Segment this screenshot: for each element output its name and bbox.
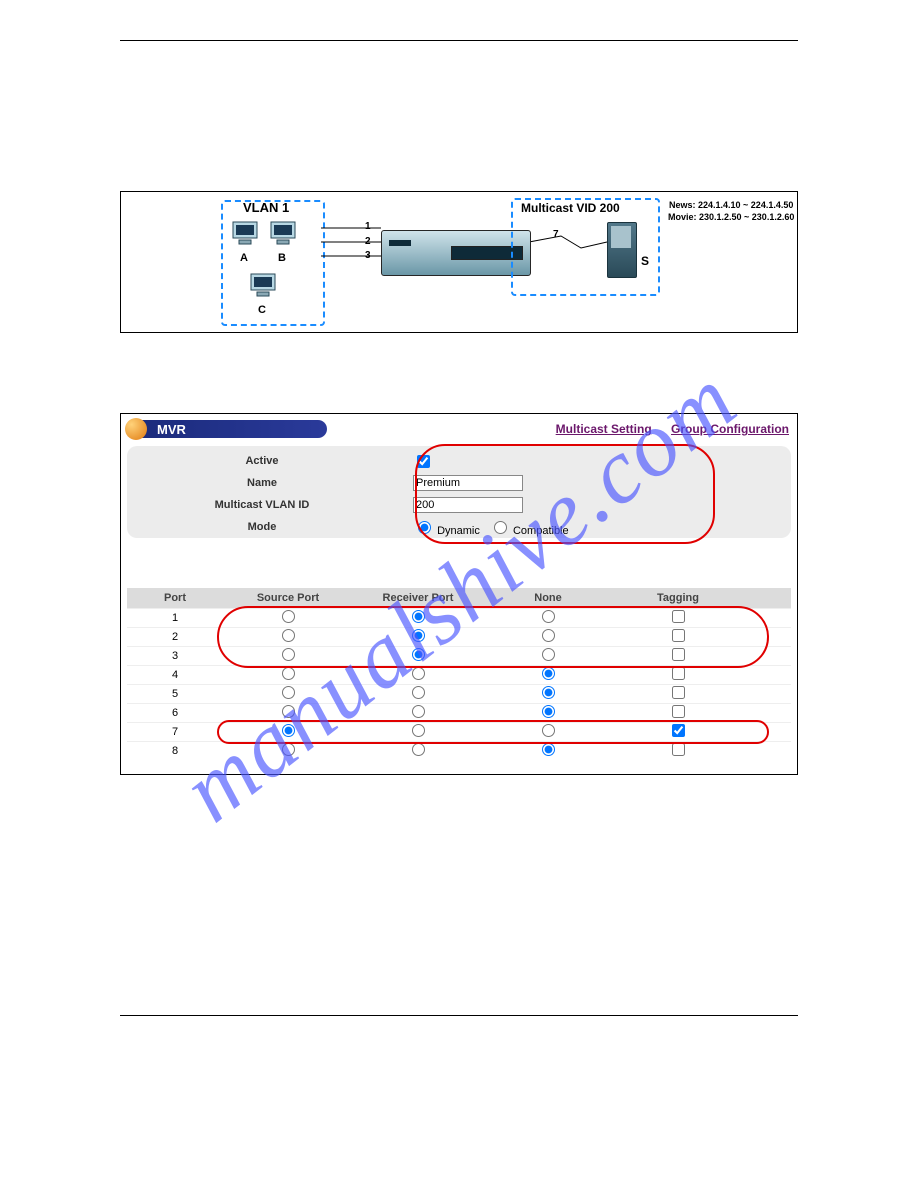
table-row: 1	[127, 608, 791, 627]
none-radio[interactable]	[542, 648, 555, 661]
receiver-port-radio[interactable]	[412, 667, 425, 680]
table-row: 2	[127, 627, 791, 646]
tagging-checkbox[interactable]	[672, 743, 685, 756]
table-row: 7	[127, 722, 791, 741]
mvr-panel: MVR Multicast Setting Group Configuratio…	[120, 413, 798, 775]
port-table: Port Source Port Receiver Port None Tagg…	[127, 588, 791, 760]
source-port-radio[interactable]	[282, 686, 295, 699]
host-b-label: B	[278, 252, 286, 264]
source-port-radio[interactable]	[282, 705, 295, 718]
none-radio[interactable]	[542, 610, 555, 623]
multicast-setting-link[interactable]: Multicast Setting	[556, 422, 652, 436]
port-number: 2	[127, 631, 223, 643]
vlan1-label: VLAN 1	[243, 200, 289, 215]
mode-dynamic-option[interactable]: Dynamic	[413, 525, 480, 537]
col-receiver: Receiver Port	[353, 592, 483, 604]
receiver-port-radio[interactable]	[412, 724, 425, 737]
source-port-radio[interactable]	[282, 743, 295, 756]
vlanid-label: Multicast VLAN ID	[127, 499, 397, 511]
mvr-orb-icon	[125, 418, 147, 440]
source-port-radio[interactable]	[282, 648, 295, 661]
receiver-port-radio[interactable]	[412, 629, 425, 642]
vlanid-input[interactable]	[413, 497, 523, 513]
host-a-label: A	[240, 252, 248, 264]
switch-slot2	[389, 240, 411, 246]
tagging-checkbox[interactable]	[672, 648, 685, 661]
mode-compatible-option[interactable]: Compatible	[489, 525, 569, 537]
movie-range-label: Movie: 230.1.2.50 ~ 230.1.2.60	[668, 212, 794, 222]
none-radio[interactable]	[542, 629, 555, 642]
tagging-checkbox[interactable]	[672, 705, 685, 718]
mode-label: Mode	[127, 521, 397, 533]
table-row: 6	[127, 703, 791, 722]
top-divider	[120, 40, 798, 41]
port-number: 3	[127, 650, 223, 662]
col-none: None	[483, 592, 613, 604]
col-port: Port	[127, 592, 223, 604]
none-radio[interactable]	[542, 743, 555, 756]
table-row: 8	[127, 741, 791, 760]
mvr-links: Multicast Setting Group Configuration	[540, 422, 789, 436]
news-range-label: News: 224.1.4.10 ~ 224.1.4.50	[669, 200, 793, 210]
none-radio[interactable]	[542, 686, 555, 699]
port-3-label: 3	[365, 250, 371, 261]
mode-compatible-text: Compatible	[513, 525, 569, 537]
host-c-label: C	[258, 304, 266, 316]
server-face	[611, 226, 631, 248]
mode-compatible-radio[interactable]	[494, 521, 507, 534]
port-1-label: 1	[365, 221, 371, 232]
col-source: Source Port	[223, 592, 353, 604]
tagging-checkbox[interactable]	[672, 667, 685, 680]
mvr-titlebar: MVR	[127, 420, 327, 438]
server-label: S	[641, 254, 649, 268]
receiver-port-radio[interactable]	[412, 743, 425, 756]
port-number: 6	[127, 707, 223, 719]
none-radio[interactable]	[542, 705, 555, 718]
source-port-radio[interactable]	[282, 724, 295, 737]
receiver-port-radio[interactable]	[412, 648, 425, 661]
port-number: 1	[127, 612, 223, 624]
source-port-radio[interactable]	[282, 629, 295, 642]
tagging-checkbox[interactable]	[672, 686, 685, 699]
port-2-label: 2	[365, 236, 371, 247]
table-row: 5	[127, 684, 791, 703]
mode-dynamic-text: Dynamic	[437, 525, 480, 537]
port-number: 5	[127, 688, 223, 700]
col-tagging: Tagging	[613, 592, 743, 604]
name-input[interactable]	[413, 475, 523, 491]
active-checkbox[interactable]	[417, 455, 430, 468]
tagging-checkbox[interactable]	[672, 629, 685, 642]
port-table-header: Port Source Port Receiver Port None Tagg…	[127, 588, 791, 608]
mvid-label: Multicast VID 200	[521, 201, 620, 215]
tagging-checkbox[interactable]	[672, 724, 685, 737]
group-configuration-link[interactable]: Group Configuration	[671, 422, 789, 436]
none-radio[interactable]	[542, 667, 555, 680]
settings-band: Active Name Multicast VLAN ID Mode Dynam…	[127, 446, 791, 538]
table-row: 3	[127, 646, 791, 665]
network-diagram: VLAN 1 A B C 1 2 3 7 Multicast VID 200 S	[120, 191, 798, 333]
active-label: Active	[127, 455, 397, 467]
port-number: 7	[127, 726, 223, 738]
bottom-divider	[120, 1015, 798, 1016]
port-number: 8	[127, 745, 223, 757]
tagging-checkbox[interactable]	[672, 610, 685, 623]
vlan1-box	[221, 200, 325, 326]
receiver-port-radio[interactable]	[412, 686, 425, 699]
name-label: Name	[127, 477, 397, 489]
source-port-radio[interactable]	[282, 610, 295, 623]
receiver-port-radio[interactable]	[412, 610, 425, 623]
none-radio[interactable]	[542, 724, 555, 737]
mode-dynamic-radio[interactable]	[418, 521, 431, 534]
port-number: 4	[127, 669, 223, 681]
source-port-radio[interactable]	[282, 667, 295, 680]
receiver-port-radio[interactable]	[412, 705, 425, 718]
mvr-title: MVR	[157, 422, 186, 437]
table-row: 4	[127, 665, 791, 684]
